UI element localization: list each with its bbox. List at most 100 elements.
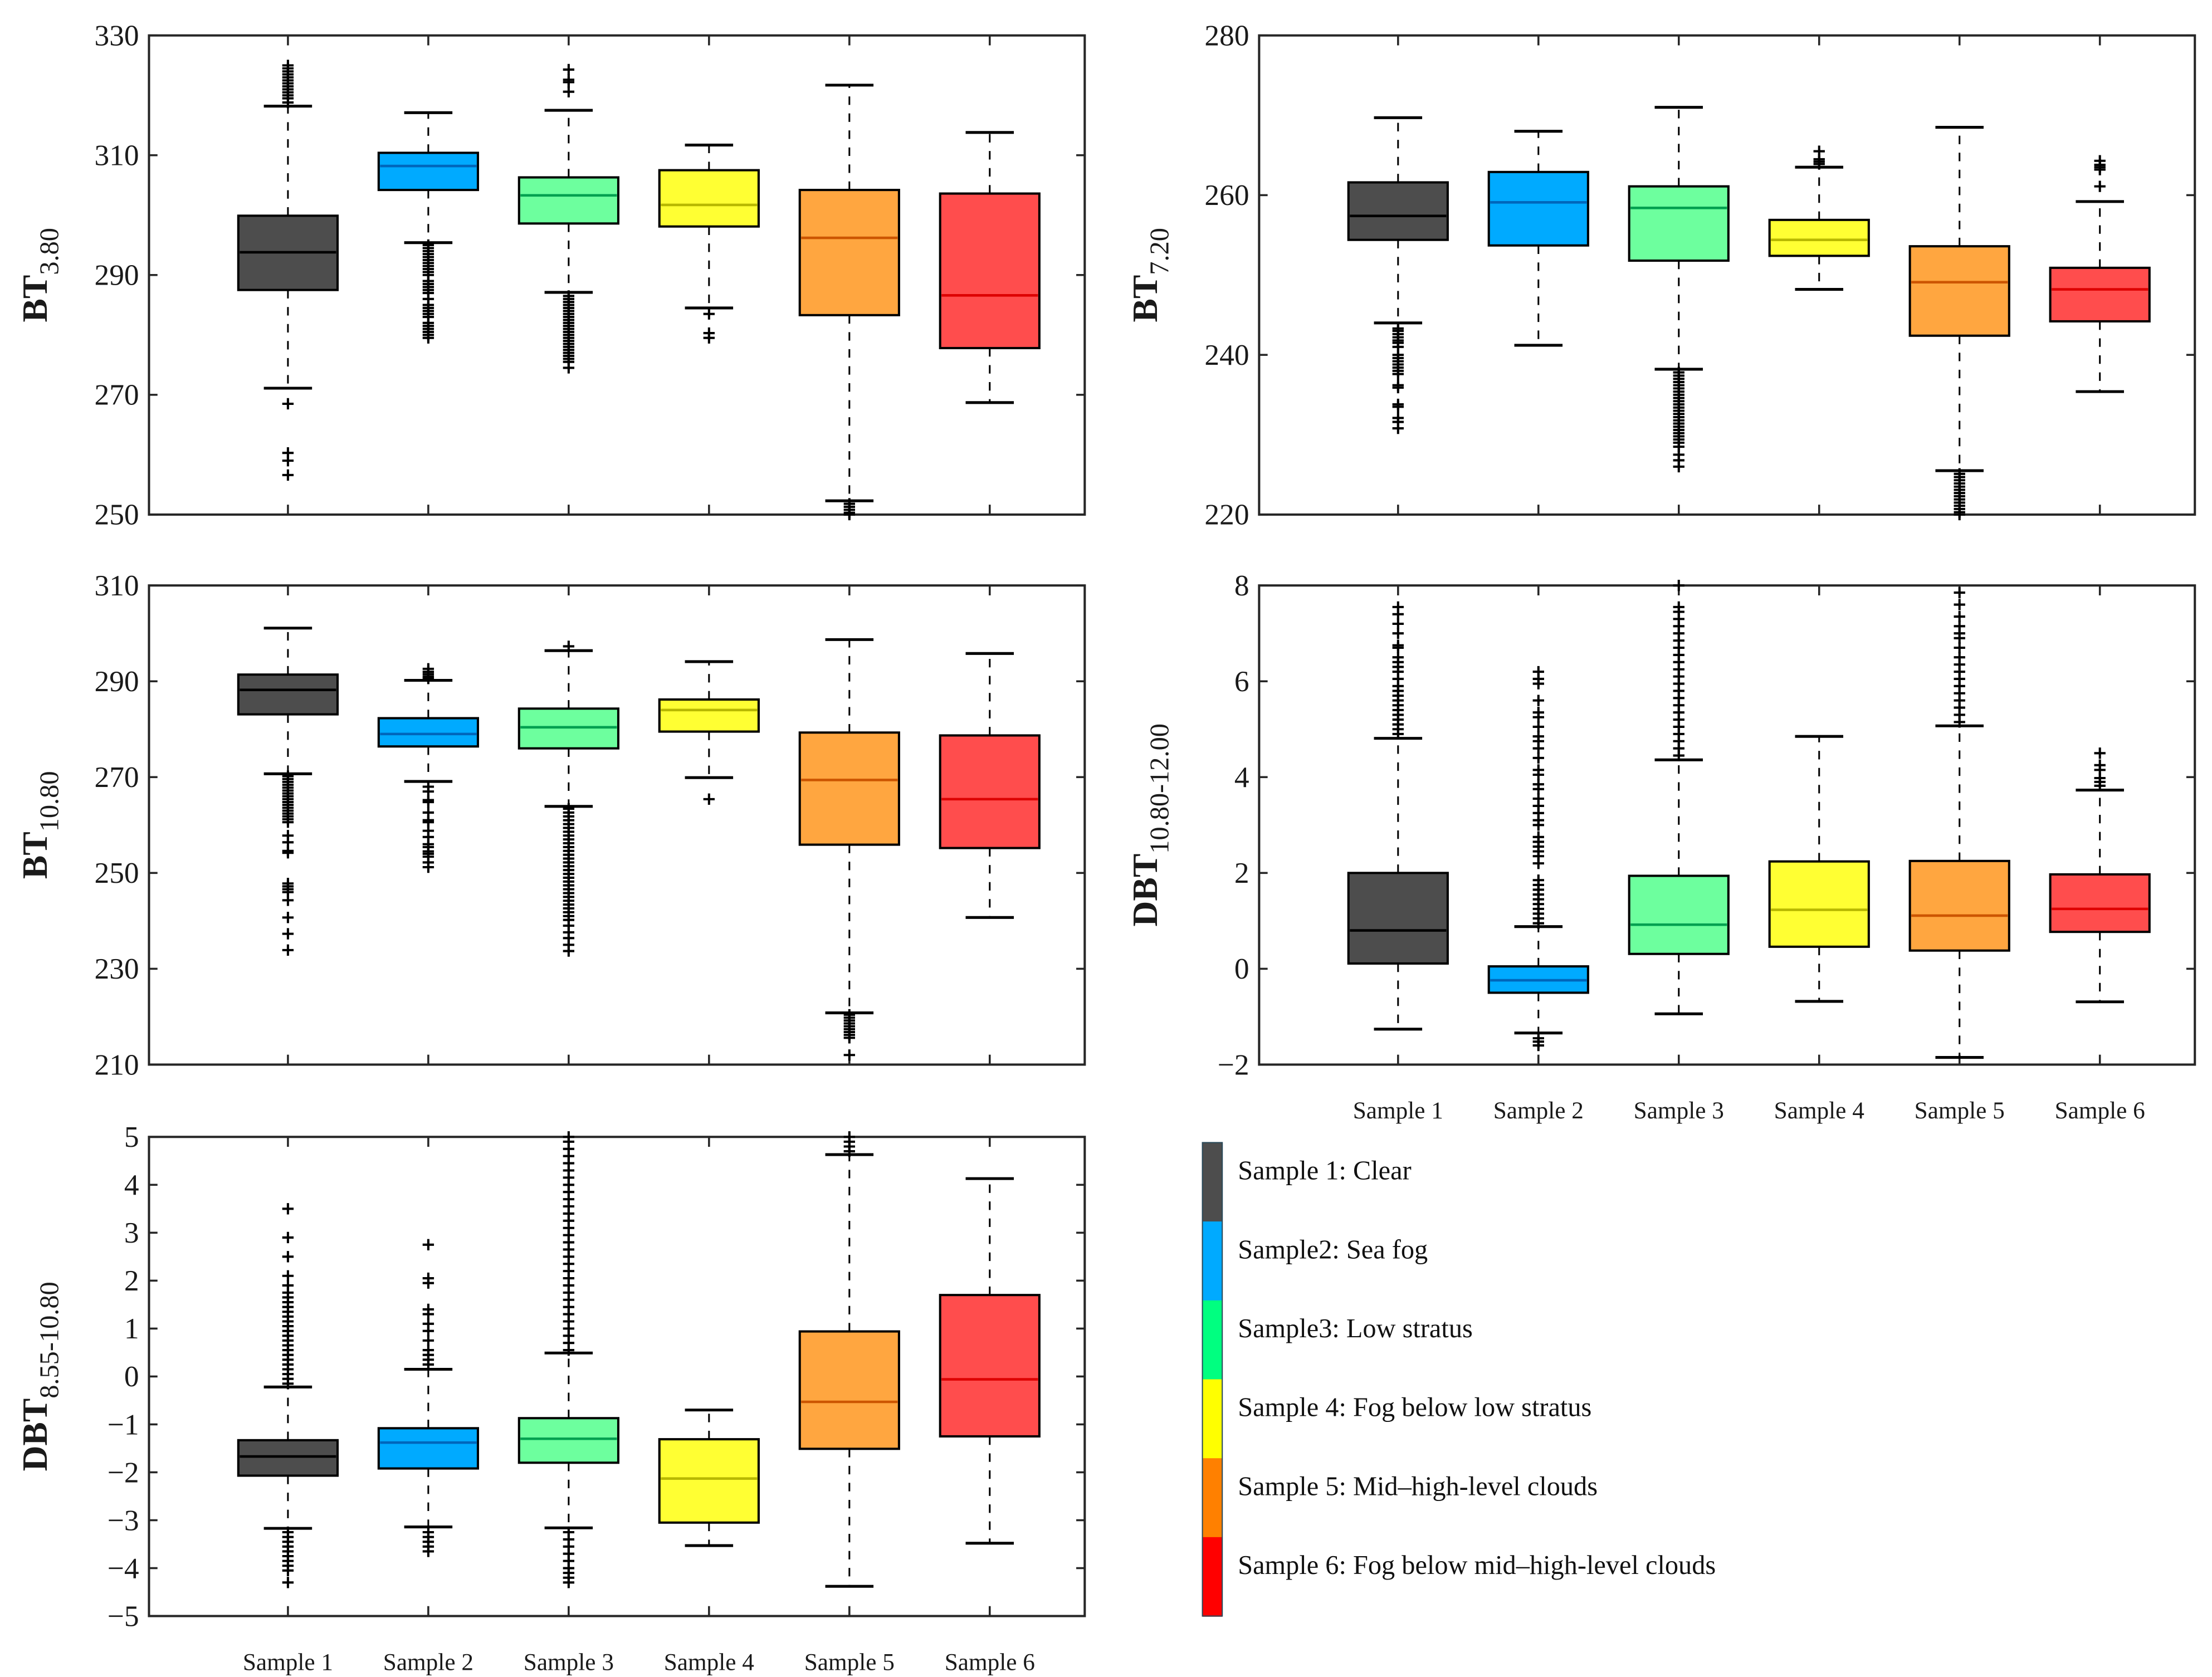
outlier-marker (843, 509, 855, 521)
y-tick-label: 250 (95, 856, 139, 889)
box-iqr (798, 1330, 900, 1450)
outlier-marker (1954, 586, 1965, 599)
legend: Sample 1: Clear Sample2: Sea fog Sample3: … (1202, 1142, 1716, 1617)
outlier-marker (282, 469, 294, 481)
legend-swatch-6 (1202, 1537, 1223, 1617)
y-tick-label: 270 (95, 760, 139, 794)
box-iqr (237, 673, 339, 716)
boxplot-panel-1: 250 270 290 310 330 BT3.80 (15, 18, 1086, 531)
legend-label-5: Sample 5: Mid–high-level clouds (1238, 1471, 1598, 1501)
y-axis-label: BT10.80 (15, 771, 64, 879)
y-tick-label: 4 (1234, 760, 1249, 794)
y-tick-label: −2 (1218, 1048, 1249, 1081)
outlier-marker (1392, 368, 1404, 380)
outlier-marker (703, 332, 715, 344)
y-tick-label: 250 (95, 498, 139, 531)
box-5 (798, 35, 900, 521)
box-iqr (1908, 859, 2010, 952)
box-iqr (377, 1427, 480, 1470)
outlier-marker (1532, 695, 1544, 706)
y-tick-label: 2 (1234, 856, 1249, 889)
y-tick-label: 290 (95, 258, 139, 292)
outlier-marker (422, 1239, 434, 1251)
x-tick-label: Sample 1 (1353, 1097, 1443, 1124)
y-axis-label-subscript: 8.55-10.80 (35, 1282, 65, 1398)
outlier-marker (563, 1131, 575, 1143)
box-3 (1628, 35, 1730, 515)
outlier-marker (1813, 145, 1825, 157)
y-axis-label: BT7.20 (1125, 228, 1174, 322)
y-axis-label-subscript: 10.80 (35, 771, 65, 832)
legend-swatch-2 (1202, 1221, 1223, 1302)
box-4 (658, 35, 760, 515)
outlier-marker (1392, 422, 1404, 434)
outlier-marker (2094, 747, 2106, 759)
outlier-marker (1954, 652, 1965, 663)
box-iqr (1347, 872, 1449, 965)
box-iqr (237, 1439, 339, 1477)
outlier-marker (1954, 642, 1965, 654)
outlier-marker (1954, 509, 1965, 521)
box-iqr (798, 731, 900, 846)
outlier-marker (1392, 401, 1404, 413)
outlier-marker (1392, 639, 1404, 651)
outlier-marker (563, 74, 575, 86)
legend-label-6: Sample 6: Fog below mid–high-level cloud… (1238, 1551, 1716, 1580)
y-tick-label: 260 (1204, 178, 1249, 212)
box-iqr (377, 717, 480, 748)
box-iqr (939, 734, 1041, 849)
outlier-marker (1954, 599, 1965, 610)
y-tick-label: −2 (108, 1455, 139, 1489)
box-iqr (658, 169, 760, 228)
y-tick-label: −1 (108, 1407, 139, 1441)
x-tick-label: Sample 3 (1634, 1097, 1724, 1124)
outlier-marker (1532, 874, 1544, 886)
box-1 (237, 585, 339, 1065)
y-axis-label-main: BT (15, 275, 55, 322)
legend-swatch-3 (1202, 1300, 1223, 1380)
outlier-marker (422, 1318, 434, 1329)
boxplot-panel-2: 220 240 260 280 BT7.20 (1125, 18, 2196, 531)
outlier-marker (1954, 610, 1965, 623)
outlier-marker (1532, 730, 1544, 742)
y-axis-label-subscript: 10.80-12.00 (1145, 723, 1174, 854)
box-iqr (658, 1438, 760, 1524)
legend-label-1: Sample 1: Clear (1238, 1156, 1411, 1186)
y-axis-label: DBT8.55-10.80 (15, 1282, 64, 1471)
outlier-marker (282, 912, 294, 923)
y-tick-label: 310 (95, 569, 139, 602)
outlier-marker (282, 847, 294, 859)
outlier-marker (282, 1577, 294, 1588)
outlier-marker (422, 796, 434, 808)
y-tick-label: 1 (124, 1312, 139, 1345)
outlier-marker (563, 1577, 575, 1588)
outlier-marker (563, 945, 575, 957)
x-tick-label: Sample 4 (1774, 1097, 1864, 1124)
outlier-marker (1673, 601, 1684, 613)
box-iqr (939, 192, 1041, 350)
box-iqr (1768, 218, 1870, 257)
box-iqr (517, 1417, 619, 1464)
outlier-marker (282, 1231, 294, 1244)
outlier-marker (422, 1344, 434, 1356)
legend-label-2: Sample2: Sea fog (1238, 1235, 1428, 1264)
outlier-marker (843, 1131, 855, 1143)
plot-frame (1258, 584, 2196, 1066)
x-tick-label: Sample 6 (945, 1649, 1035, 1675)
box-iqr (2049, 873, 2151, 933)
y-tick-label: 210 (95, 1048, 139, 1081)
box-iqr (798, 189, 900, 316)
box-2: Sample 2 (1487, 585, 1589, 1124)
box-3: Sample 3 (517, 1131, 619, 1675)
y-tick-label: 280 (1204, 18, 1249, 52)
box-1 (1347, 35, 1449, 515)
box-4 (1768, 35, 1870, 515)
outlier-marker (1673, 461, 1684, 473)
y-tick-label: −5 (108, 1599, 139, 1632)
panels: 250270290310330BT3.80220240260280BT7.202… (15, 18, 2196, 1675)
outlier-marker (563, 63, 575, 76)
outlier-marker (2094, 759, 2106, 771)
outlier-marker (422, 1334, 434, 1347)
box-iqr (1628, 874, 1730, 955)
